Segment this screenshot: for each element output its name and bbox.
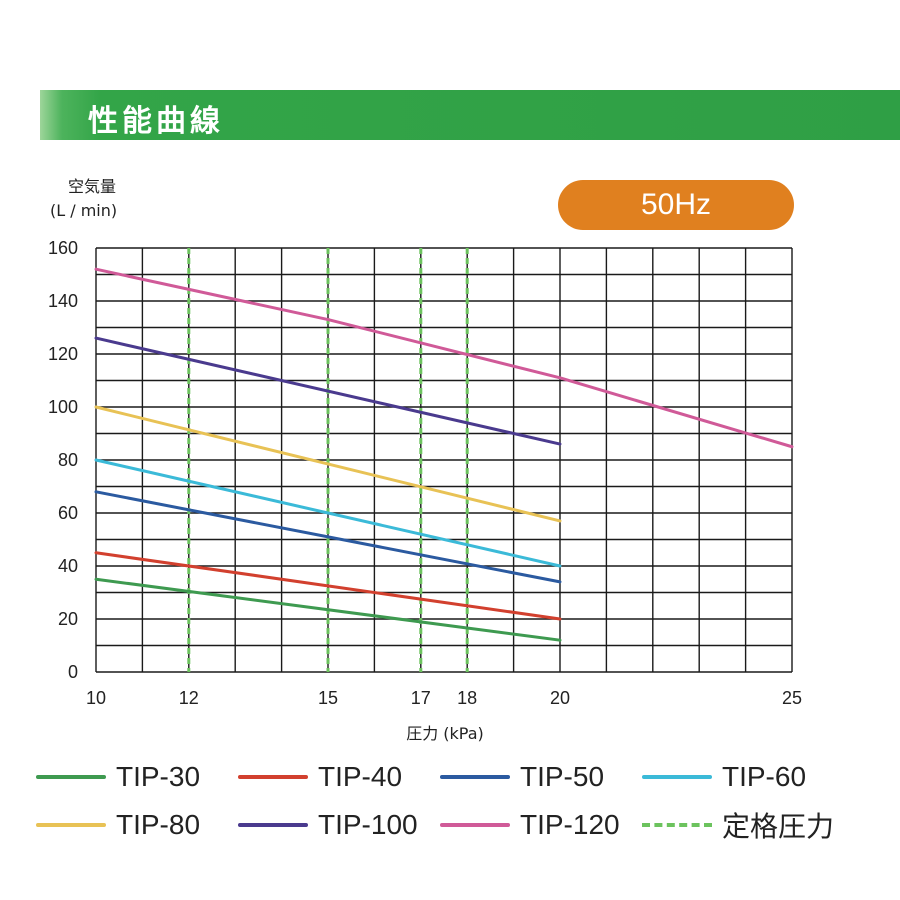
y-tick-label: 80 <box>58 450 78 470</box>
legend-label: TIP-40 <box>318 761 403 792</box>
legend-item: TIP-100 <box>238 803 418 847</box>
chart-grid <box>95 247 793 673</box>
legend-item: TIP-30 <box>36 755 200 799</box>
x-tick-label: 20 <box>550 688 570 708</box>
legend-label: TIP-50 <box>520 761 605 792</box>
y-tick-label: 100 <box>48 397 78 417</box>
series-line-tip-100 <box>94 336 562 446</box>
x-tick-label: 17 <box>411 688 431 708</box>
x-tick-label: 12 <box>179 688 199 708</box>
x-tick-label: 25 <box>782 688 802 708</box>
legend-label: TIP-100 <box>318 809 418 840</box>
legend-swatch <box>440 775 510 779</box>
legend-swatch <box>238 775 308 779</box>
chart-ticks: 0 20 40 60 80 100 120 140 160 10 12 15 17 18 20 25 <box>48 238 802 708</box>
y-axis-unit: (L / min) <box>50 201 117 220</box>
legend-label: TIP-60 <box>722 761 807 792</box>
series-line-tip-120 <box>94 267 794 449</box>
series-line-tip-40 <box>94 551 562 621</box>
y-tick-label: 140 <box>48 291 78 311</box>
y-axis-title: 空気量 <box>68 177 116 196</box>
x-tick-label: 18 <box>457 688 477 708</box>
y-tick-label: 120 <box>48 344 78 364</box>
y-tick-label: 160 <box>48 238 78 258</box>
y-tick-label: 0 <box>68 662 78 682</box>
x-axis-title: 圧力 (kPa) <box>406 724 484 743</box>
legend-swatch-dashed <box>642 823 712 827</box>
legend-item: TIP-40 <box>238 755 402 799</box>
legend-label: TIP-80 <box>116 809 201 840</box>
legend-label: 定格圧力 <box>722 811 835 842</box>
x-tick-label: 15 <box>318 688 338 708</box>
y-tick-label: 60 <box>58 503 78 523</box>
legend-label: TIP-120 <box>520 809 620 840</box>
legend-item: TIP-50 <box>440 755 604 799</box>
frequency-badge: 50Hz <box>558 180 794 230</box>
legend-swatch <box>238 823 308 827</box>
legend-swatch <box>440 823 510 827</box>
x-tick-label: 10 <box>86 688 106 708</box>
legend-swatch <box>36 823 106 827</box>
legend-item: TIP-120 <box>440 803 620 847</box>
y-tick-label: 40 <box>58 556 78 576</box>
legend-item: TIP-80 <box>36 803 200 847</box>
series-line-tip-30 <box>94 577 562 642</box>
legend-item: 定格圧力 <box>642 803 834 847</box>
legend-label: TIP-30 <box>116 761 201 792</box>
legend-swatch <box>36 775 106 779</box>
legend-swatch <box>642 775 712 779</box>
chart-series <box>94 267 794 642</box>
legend-item: TIP-60 <box>642 755 806 799</box>
chart-legend: TIP-30 TIP-40 TIP-50 TIP-60 TIP-80 TIP-100 TIP… <box>36 755 886 855</box>
series-line-tip-60 <box>94 458 562 568</box>
y-tick-label: 20 <box>58 609 78 629</box>
page-title: 性能曲線 <box>88 104 224 139</box>
series-line-tip-50 <box>94 490 562 584</box>
header-bar <box>40 90 900 140</box>
series-line-tip-80 <box>94 405 562 523</box>
